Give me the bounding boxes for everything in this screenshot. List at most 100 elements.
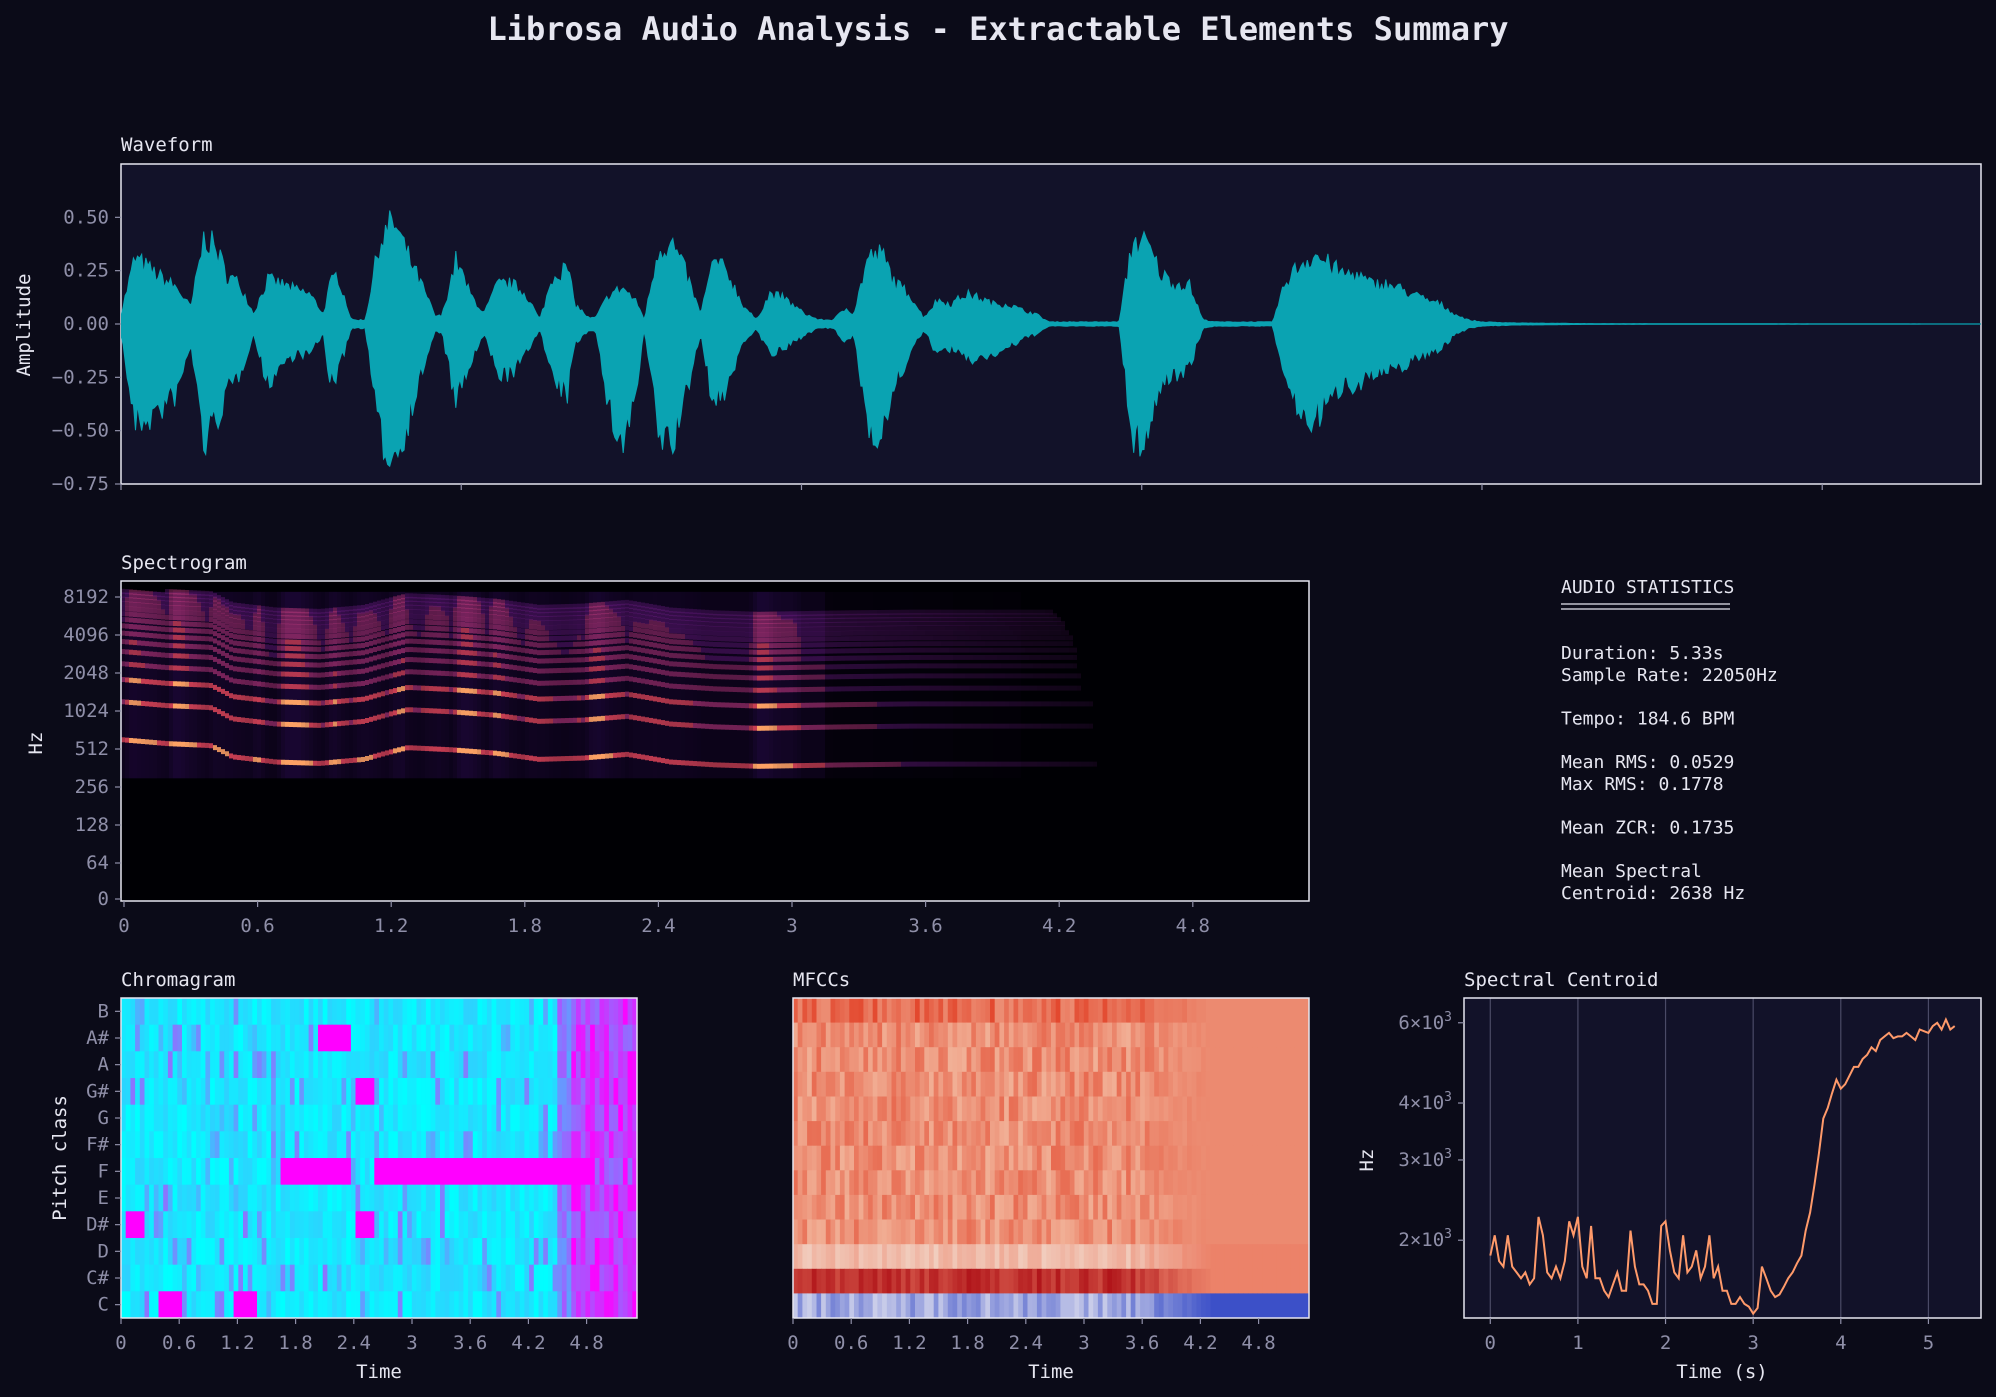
spectrogram-harmonic xyxy=(521,634,525,640)
spectrogram-harmonic xyxy=(961,723,965,729)
spectrogram-harmonic xyxy=(269,618,273,624)
spectrogram-harmonic xyxy=(209,667,213,673)
spectrogram-harmonic xyxy=(301,619,305,625)
spectrogram-harmonic xyxy=(665,614,669,620)
spectrogram-harmonic xyxy=(749,627,753,633)
spectrogram-harmonic xyxy=(637,677,641,683)
spectrogram-harmonic xyxy=(369,606,373,612)
chromagram-cell xyxy=(191,1051,197,1079)
spectrogram-harmonic xyxy=(617,607,621,613)
spectrogram-harmonic xyxy=(761,675,765,681)
spectrogram-harmonic xyxy=(713,655,717,661)
spectrogram-harmonic xyxy=(1033,635,1037,641)
spectrogram-harmonic xyxy=(621,653,625,659)
spectrogram-harmonic xyxy=(281,671,285,677)
spectrogram-harmonic xyxy=(501,603,505,609)
spectrogram-harmonic xyxy=(457,621,461,627)
spectrogram-y-tick-label: 512 xyxy=(75,738,109,760)
spectrogram-harmonic xyxy=(509,646,513,652)
chromagram-cell xyxy=(149,1078,155,1106)
spectrogram-harmonic xyxy=(309,624,313,630)
spectrogram-harmonic xyxy=(157,626,161,632)
spectrogram-harmonic xyxy=(485,643,489,649)
spectrogram-harmonic xyxy=(309,722,313,728)
spectrogram-harmonic xyxy=(1013,613,1017,619)
spectrogram-harmonic xyxy=(485,712,489,718)
spectrogram-harmonic xyxy=(285,623,289,629)
spectrogram-harmonic xyxy=(213,656,217,662)
spectrogram-harmonic xyxy=(793,636,797,642)
chromagram-cell xyxy=(529,1078,535,1106)
spectrogram-harmonic xyxy=(265,698,269,704)
spectrogram-harmonic xyxy=(657,669,661,675)
spectrogram-harmonic xyxy=(165,680,169,686)
spectrogram-harmonic xyxy=(905,647,909,653)
spectrogram-harmonic xyxy=(857,610,861,616)
spectrogram-harmonic xyxy=(449,659,453,665)
spectrogram-harmonic xyxy=(353,757,357,763)
spectrogram-harmonic xyxy=(233,618,237,624)
spectrogram-harmonic xyxy=(857,635,861,641)
spectrogram-harmonic xyxy=(217,686,221,692)
spectrogram-harmonic xyxy=(913,723,917,729)
spectrogram-harmonic xyxy=(605,639,609,645)
spectrogram-harmonic xyxy=(601,613,605,619)
spectrogram-harmonic xyxy=(833,610,837,616)
spectrogram-harmonic xyxy=(613,632,617,638)
chromagram-cell xyxy=(167,1051,173,1079)
spectrogram-harmonic xyxy=(733,702,737,708)
spectrogram-harmonic xyxy=(177,634,181,640)
chromagram-cell xyxy=(261,1158,267,1186)
spectrogram-harmonic xyxy=(641,666,645,672)
spectrogram-harmonic xyxy=(153,603,157,609)
spectrogram-harmonic xyxy=(693,662,697,668)
spectrogram-harmonic xyxy=(641,628,645,634)
spectrogram-harmonic xyxy=(781,656,785,662)
spectrogram-harmonic xyxy=(909,630,913,636)
spectrogram-harmonic xyxy=(885,647,889,653)
chromagram-cell xyxy=(224,1158,230,1186)
spectrogram-harmonic xyxy=(161,634,165,640)
spectrogram-harmonic xyxy=(761,619,765,625)
spectrogram-harmonic xyxy=(341,682,345,688)
spectrogram-harmonic xyxy=(509,632,513,638)
chromagram-cell xyxy=(350,1078,356,1106)
spectrogram-harmonic xyxy=(493,624,497,630)
spectrogram-harmonic xyxy=(833,642,837,648)
spectrogram-harmonic xyxy=(657,605,661,611)
spectrogram-harmonic xyxy=(837,631,841,637)
spectrogram-harmonic xyxy=(829,724,833,730)
spectrogram-harmonic xyxy=(173,643,177,649)
spectrogram-harmonic xyxy=(677,639,681,645)
spectrogram-harmonic xyxy=(549,642,553,648)
spectrogram-harmonic xyxy=(605,601,609,607)
chromagram-cell xyxy=(529,998,535,1026)
chromagram-cell xyxy=(261,1131,267,1159)
spectrogram-harmonic xyxy=(957,641,961,647)
spectrogram-harmonic xyxy=(417,631,421,637)
chromagram-cell xyxy=(252,1024,258,1052)
spectrogram-harmonic xyxy=(829,614,833,620)
spectrogram-harmonic xyxy=(229,639,233,645)
spectrogram-harmonic xyxy=(521,640,525,646)
spectrogram-harmonic xyxy=(277,623,281,629)
spectrogram-harmonic xyxy=(893,609,897,615)
spectrogram-harmonic xyxy=(393,660,397,666)
chromagram-cell xyxy=(233,1078,239,1106)
spectrogram-panel: Spectrogram Hz 8192409620481024512256128… xyxy=(25,552,1310,937)
spectrogram-harmonic xyxy=(421,631,425,637)
chromagram-cell xyxy=(369,1024,375,1052)
spectrogram-harmonic xyxy=(337,652,341,658)
spectrogram-harmonic xyxy=(261,617,265,623)
spectrogram-harmonic xyxy=(653,604,657,610)
spectrogram-harmonic xyxy=(589,614,593,620)
spectrogram-harmonic xyxy=(837,655,841,661)
spectrogram-harmonic xyxy=(793,664,797,670)
spectrogram-harmonic xyxy=(697,701,701,707)
chromagram-cell xyxy=(618,1184,624,1212)
chromagram-cell xyxy=(364,1131,370,1159)
spectrogram-harmonic xyxy=(209,602,213,608)
spectrogram-harmonic xyxy=(1065,641,1069,647)
chromagram-cell xyxy=(266,1078,272,1106)
spectrogram-harmonic xyxy=(901,641,905,647)
